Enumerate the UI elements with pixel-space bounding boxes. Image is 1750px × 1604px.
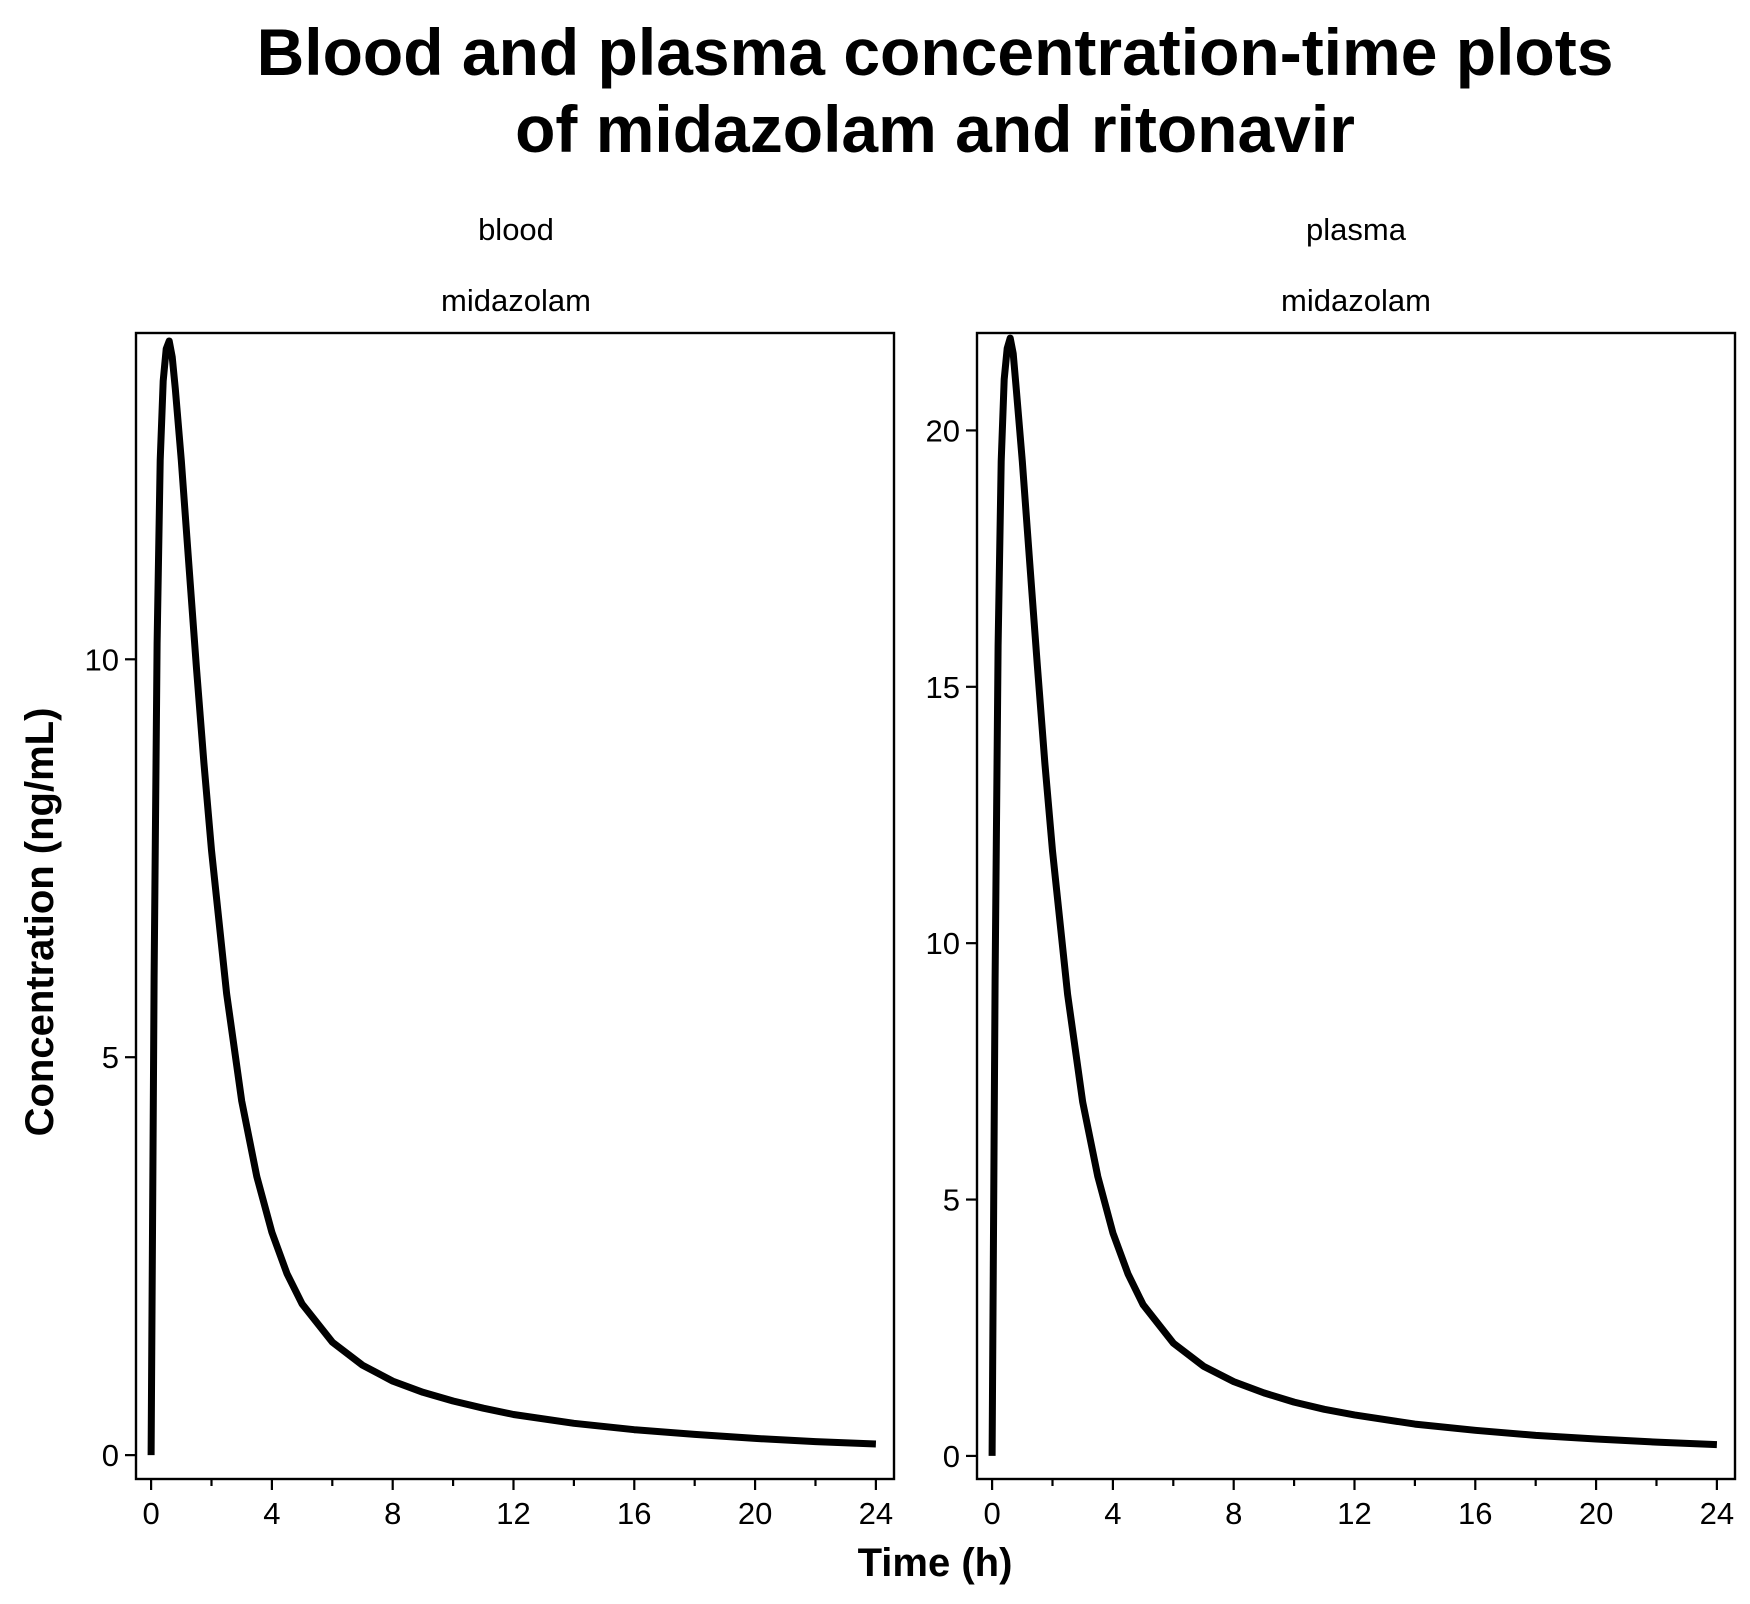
blood-y-tick-label: 0 [102,1438,119,1473]
strip-label-midazolam-right: midazolam [1281,283,1431,318]
panel-plasma: 0 4 8 12 16 20 24 0 5 10 15 20 [926,331,1737,1531]
chart-title-line-1: Blood and plasma concentration-time plot… [257,15,1614,89]
plasma-midazolam-series-line [988,334,1718,1456]
plasma-x-tick-label: 20 [1579,1496,1613,1531]
plasma-y-tick-label: 20 [926,413,960,448]
blood-x-tick-label: 8 [384,1496,401,1531]
strip-label-blood: blood [478,212,554,247]
blood-x-tick-label: 20 [738,1496,772,1531]
strip-label-midazolam-left: midazolam [441,283,591,318]
plasma-x-tick-label: 24 [1700,1496,1734,1531]
plasma-x-tick-label: 16 [1458,1496,1492,1531]
blood-x-tick-label: 4 [263,1496,280,1531]
blood-x-tick-label: 24 [859,1496,893,1531]
chart-title-line-2: of midazolam and ritonavir [515,92,1355,166]
y-axis-title: Concentration (ng/mL) [18,708,62,1137]
plasma-panel-frame [975,331,1737,1481]
blood-x-tick-label: 12 [496,1496,530,1531]
panel-blood: 0 4 8 12 16 20 24 0 5 10 [85,331,896,1531]
plasma-y-tick-label: 10 [926,926,960,961]
blood-y-tick-label: 5 [102,1040,119,1075]
blood-midazolam-series-line [147,337,877,1456]
plasma-y-tick-label: 15 [926,670,960,705]
plasma-x-tick-label: 0 [983,1496,1000,1531]
blood-x-tick-label: 0 [142,1496,159,1531]
plasma-x-tick-label: 8 [1225,1496,1242,1531]
blood-panel-frame [134,331,896,1481]
plasma-y-tick-label: 5 [943,1183,960,1218]
x-axis-title: Time (h) [858,1541,1013,1585]
blood-x-tick-label: 16 [617,1496,651,1531]
plasma-y-tick-label: 0 [943,1439,960,1474]
strip-label-plasma: plasma [1306,212,1407,247]
blood-y-tick-label: 10 [85,642,119,677]
plasma-x-tick-label: 12 [1337,1496,1371,1531]
plasma-x-tick-label: 4 [1104,1496,1121,1531]
